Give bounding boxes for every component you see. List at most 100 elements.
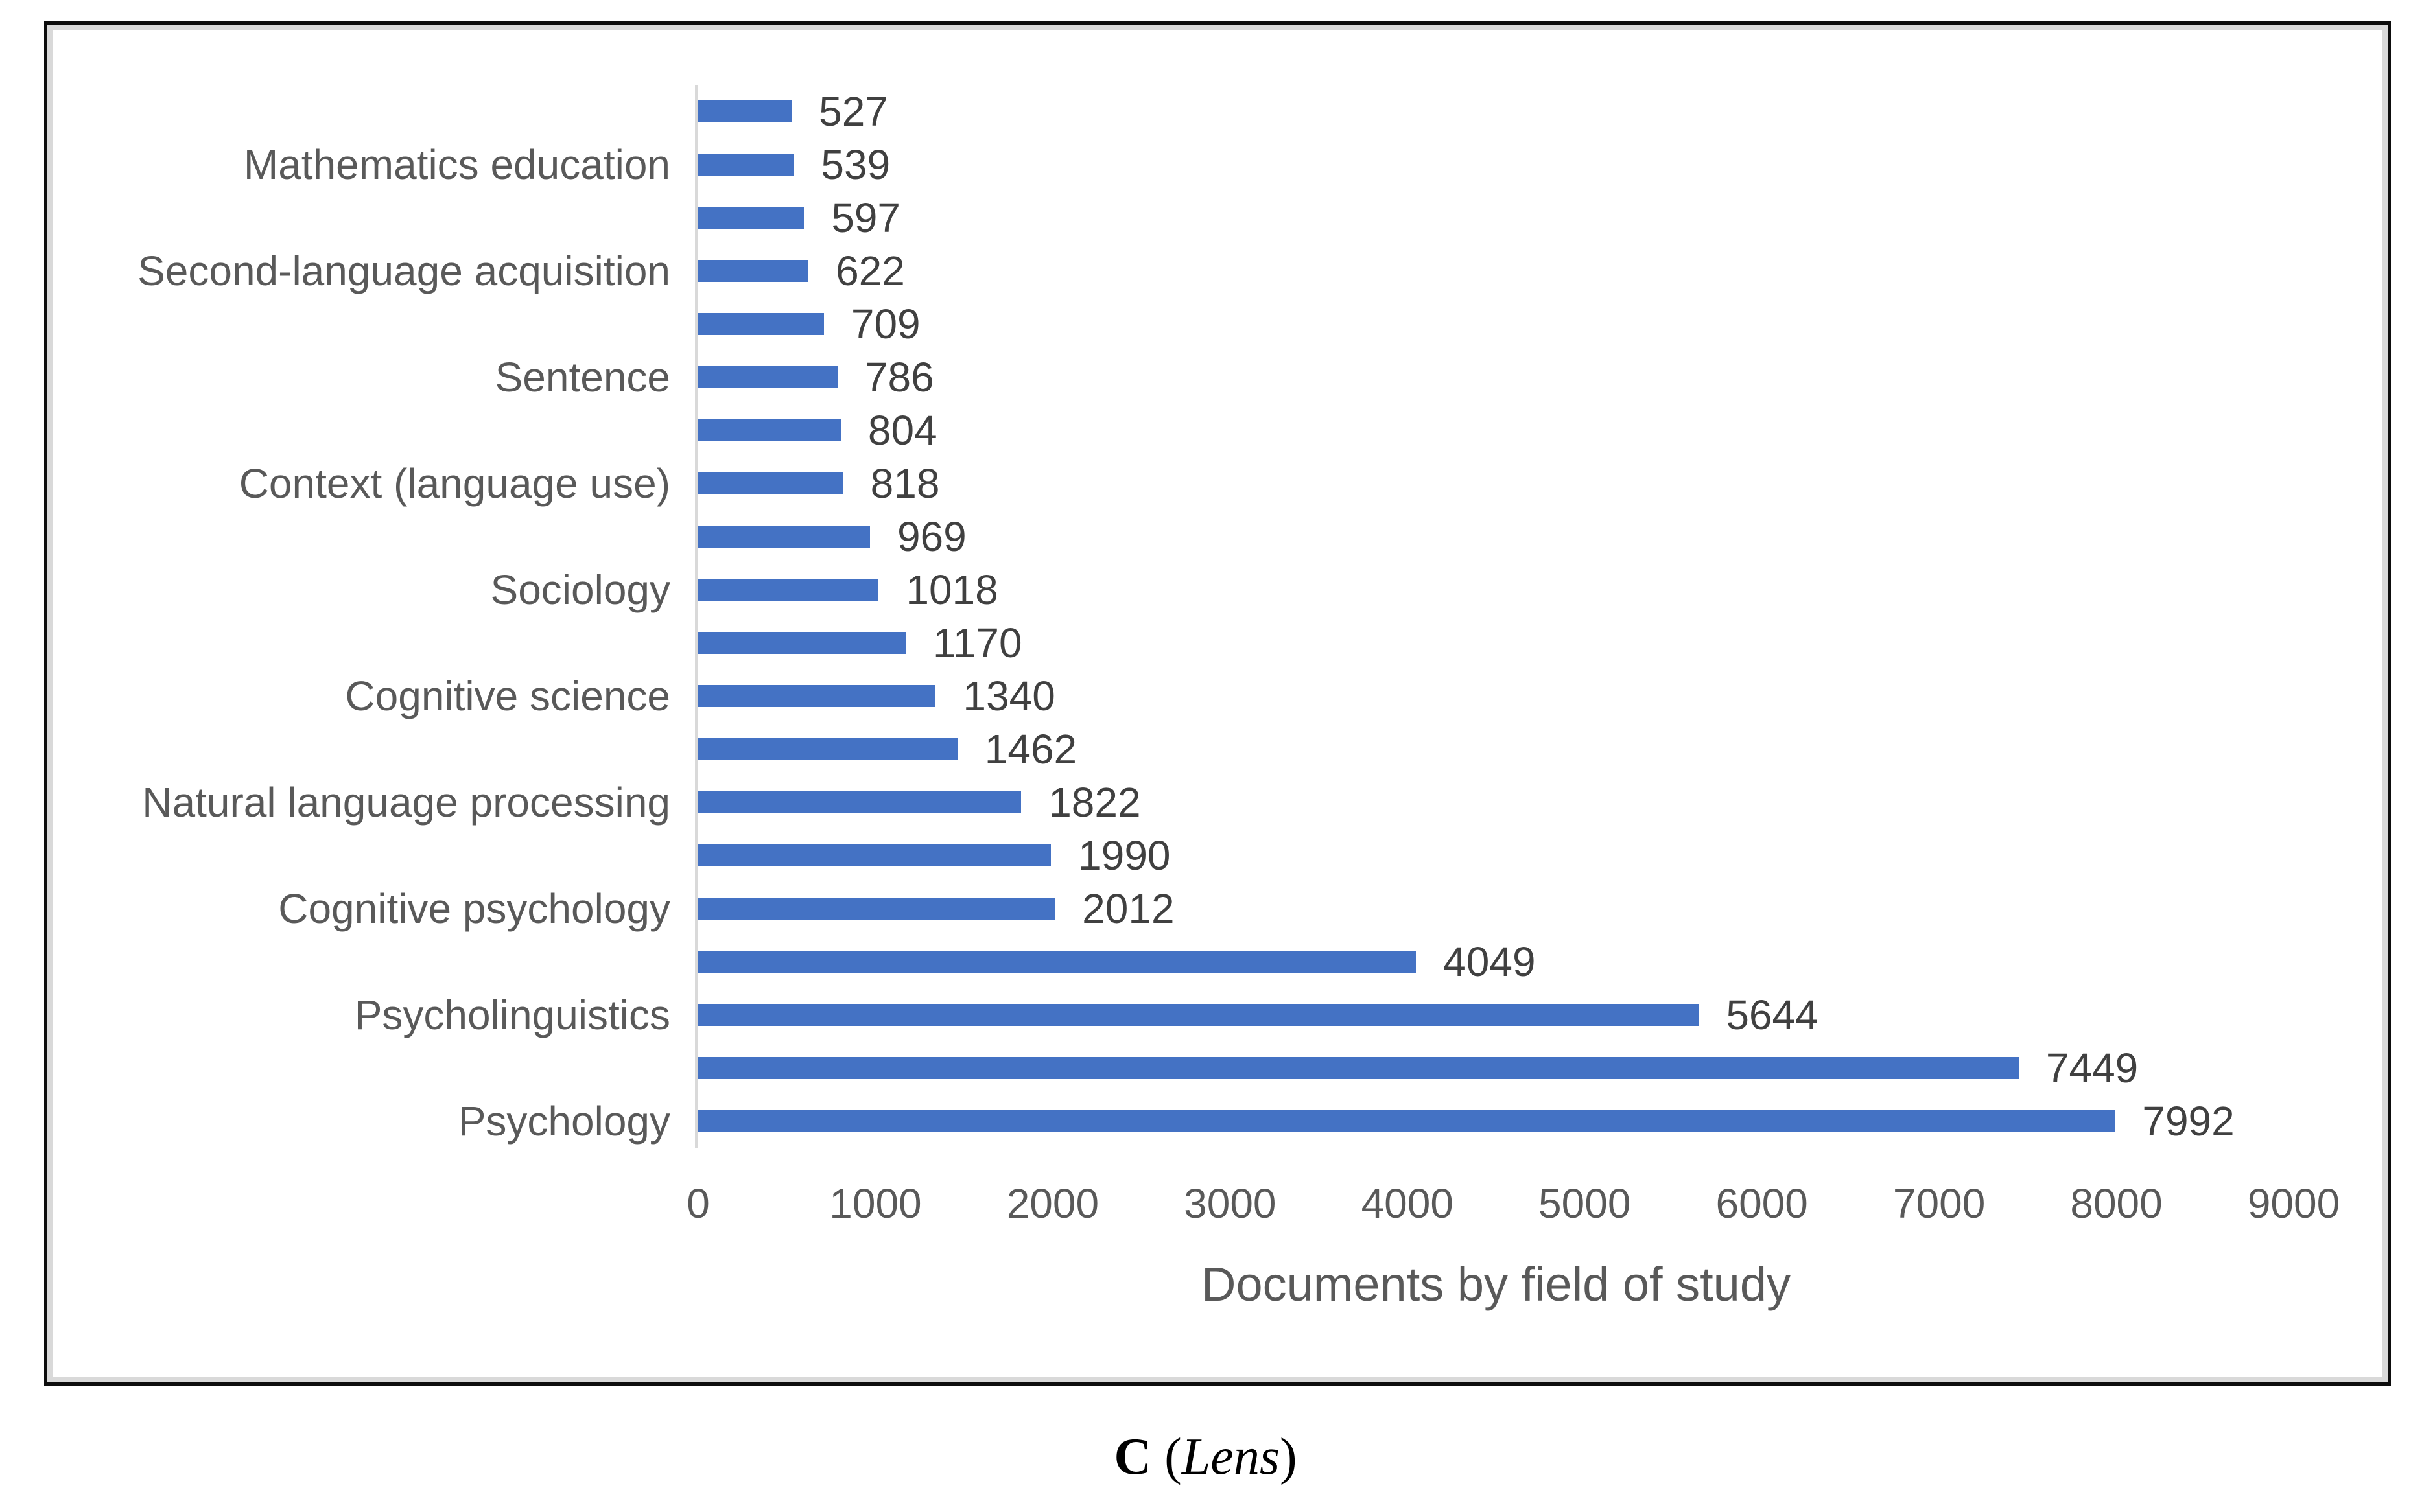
chart-figure: 527 Mathematics education 539 597 Second… xyxy=(44,21,2391,1386)
bar-track: 786 xyxy=(695,351,2382,404)
bar xyxy=(698,579,879,601)
category-label xyxy=(53,1041,695,1095)
bar-row: 969 xyxy=(53,510,2382,563)
bar xyxy=(698,685,936,707)
value-label: 7449 xyxy=(2045,1045,2139,1091)
bar xyxy=(698,154,794,176)
category-label: Psycholinguistics xyxy=(354,992,670,1038)
plot-area: 527 Mathematics education 539 597 Second… xyxy=(53,30,2382,1148)
bar xyxy=(698,632,906,654)
x-axis-spacer xyxy=(53,1178,698,1229)
bar-row: 1170 xyxy=(53,616,2382,669)
chart-area: 527 Mathematics education 539 597 Second… xyxy=(47,25,2388,1382)
value-label: 1990 xyxy=(1078,832,1171,879)
caption-source-name: Lens xyxy=(1181,1428,1280,1485)
bar-track: 7449 xyxy=(695,1041,2382,1095)
caption-close-paren: ) xyxy=(1279,1428,1297,1485)
category-label xyxy=(53,723,695,776)
x-tick-label: 9000 xyxy=(2247,1180,2340,1227)
bar-row: Natural language processing 1822 xyxy=(53,776,2382,829)
bar-row: Psychology 7992 xyxy=(53,1095,2382,1148)
value-label: 786 xyxy=(864,354,934,401)
x-tick-label: 0 xyxy=(687,1180,710,1227)
bar xyxy=(698,844,1052,866)
bar-track: 5644 xyxy=(695,988,2382,1041)
bar xyxy=(698,207,805,229)
category-label: Psychology xyxy=(458,1098,670,1145)
category-label: Mathematics education xyxy=(243,141,670,188)
bar-track: 1822 xyxy=(695,776,2382,829)
bar-row: 7449 xyxy=(53,1041,2382,1095)
bar-row: Sentence 786 xyxy=(53,351,2382,404)
category-label: Context (language use) xyxy=(239,460,670,507)
value-label: 4049 xyxy=(1443,938,1536,985)
bar-row: 597 xyxy=(53,191,2382,244)
value-label: 1822 xyxy=(1048,779,1141,826)
bar-track: 622 xyxy=(695,244,2382,297)
x-tick-label: 8000 xyxy=(2070,1180,2163,1227)
bar xyxy=(698,951,1417,973)
bar xyxy=(698,472,843,494)
bar xyxy=(698,1110,2115,1132)
category-label: Second-language acquisition xyxy=(137,248,670,294)
value-label: 804 xyxy=(867,407,937,454)
bar-track: 818 xyxy=(695,457,2382,510)
category-label xyxy=(53,510,695,563)
bar-track: 1170 xyxy=(695,616,2382,669)
x-axis-title-row: Documents by field of study xyxy=(53,1257,2382,1311)
x-axis-title-spacer xyxy=(53,1258,698,1310)
bar xyxy=(698,100,792,122)
value-label: 1018 xyxy=(906,566,998,613)
bar-row: 1990 xyxy=(53,829,2382,882)
value-label: 1340 xyxy=(963,673,1055,719)
category-label: Sociology xyxy=(490,566,671,613)
figure-caption: C (Lens) xyxy=(0,1431,2411,1483)
bar xyxy=(698,260,809,282)
value-label: 5644 xyxy=(1726,992,1818,1038)
bar xyxy=(698,1057,2019,1079)
bar-row: 4049 xyxy=(53,935,2382,988)
x-tick-label: 4000 xyxy=(1361,1180,1453,1227)
value-label: 709 xyxy=(851,301,921,347)
x-tick-label: 5000 xyxy=(1538,1180,1631,1227)
bar xyxy=(698,313,824,335)
category-label: Natural language processing xyxy=(142,779,670,826)
bar-row: 527 xyxy=(53,85,2382,138)
bar-row: Cognitive science 1340 xyxy=(53,669,2382,723)
category-label xyxy=(53,191,695,244)
bar-track: 1462 xyxy=(695,723,2382,776)
bar xyxy=(698,898,1055,920)
bar-track: 804 xyxy=(695,404,2382,457)
value-label: 7992 xyxy=(2142,1098,2235,1145)
bar xyxy=(698,419,841,441)
x-axis-title: Documents by field of study xyxy=(1201,1257,1791,1311)
bar-row: Context (language use) 818 xyxy=(53,457,2382,510)
bar-track: 1340 xyxy=(695,669,2382,723)
x-tick-label: 7000 xyxy=(1892,1180,1986,1227)
bar xyxy=(698,791,1022,813)
bar-track: 7992 xyxy=(695,1095,2382,1148)
bar-row: Cognitive psychology 2012 xyxy=(53,882,2382,935)
bar xyxy=(698,1004,1699,1026)
bar-row: Psycholinguistics 5644 xyxy=(53,988,2382,1041)
value-label: 622 xyxy=(836,248,905,294)
category-label xyxy=(53,829,695,882)
category-label xyxy=(53,85,695,138)
category-label: Cognitive science xyxy=(345,673,670,719)
category-label xyxy=(53,297,695,351)
x-tick-label: 1000 xyxy=(829,1180,922,1227)
bar-track: 709 xyxy=(695,297,2382,351)
caption-open-paren: ( xyxy=(1151,1428,1182,1485)
value-label: 597 xyxy=(831,194,901,241)
bar-row: 709 xyxy=(53,297,2382,351)
value-label: 2012 xyxy=(1082,885,1175,932)
bar-track: 2012 xyxy=(695,882,2382,935)
bar xyxy=(698,526,870,548)
bar-row: 804 xyxy=(53,404,2382,457)
bar-track: 4049 xyxy=(695,935,2382,988)
category-label xyxy=(53,616,695,669)
category-label: Cognitive psychology xyxy=(278,885,670,932)
bar-track: 1990 xyxy=(695,829,2382,882)
value-label: 1462 xyxy=(984,726,1077,773)
x-tick-label: 2000 xyxy=(1006,1180,1100,1227)
